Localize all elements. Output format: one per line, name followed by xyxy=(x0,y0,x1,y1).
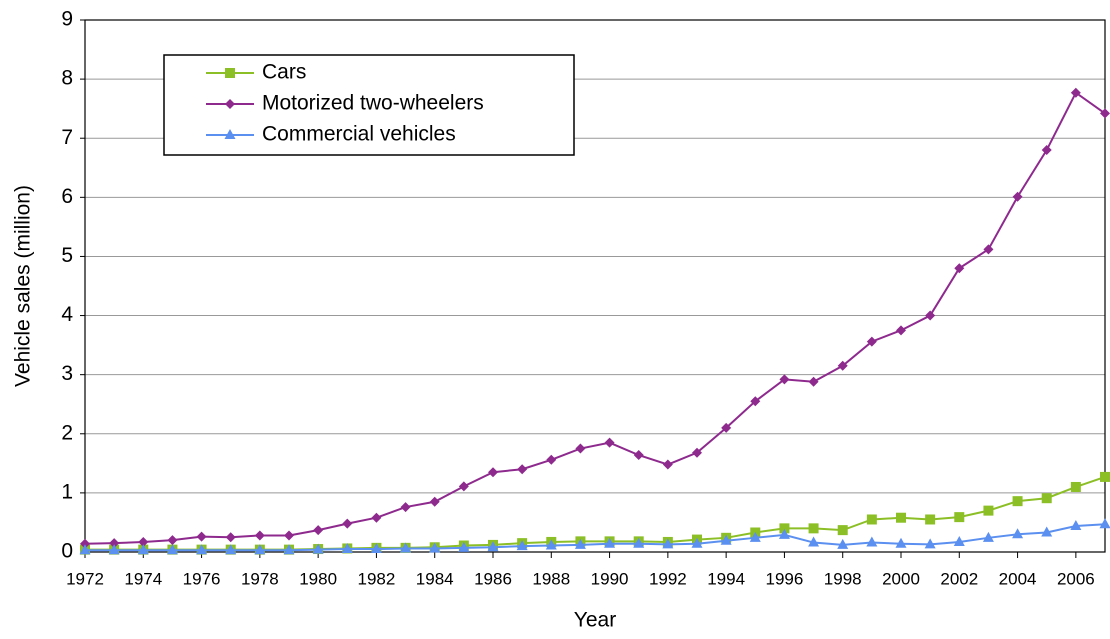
y-tick-label: 4 xyxy=(61,303,73,326)
data-point xyxy=(1013,496,1023,506)
data-point xyxy=(342,519,352,529)
legend-label: Commercial vehicles xyxy=(262,123,456,146)
x-tick-label: 1986 xyxy=(474,569,512,588)
x-tick-label: 1976 xyxy=(183,569,221,588)
x-tick-label: 1990 xyxy=(591,569,629,588)
y-tick-label: 6 xyxy=(61,185,73,208)
data-point xyxy=(575,444,585,454)
data-point xyxy=(809,377,819,387)
legend-label: Motorized two-wheelers xyxy=(262,92,484,115)
x-tick-label: 1988 xyxy=(532,569,570,588)
data-point xyxy=(255,530,265,540)
data-point xyxy=(663,460,673,470)
y-tick-label: 8 xyxy=(61,67,73,90)
data-point xyxy=(983,244,993,254)
data-point xyxy=(488,467,498,477)
legend-marker xyxy=(225,68,235,78)
data-point xyxy=(867,514,877,524)
data-point xyxy=(371,513,381,523)
data-point xyxy=(896,325,906,335)
data-point xyxy=(634,450,644,460)
data-point xyxy=(167,535,177,545)
data-point xyxy=(896,513,906,523)
data-point xyxy=(401,502,411,512)
x-tick-label: 1982 xyxy=(358,569,396,588)
y-tick-label: 5 xyxy=(61,244,73,267)
data-point xyxy=(983,506,993,516)
x-tick-label: 1992 xyxy=(649,569,687,588)
data-point xyxy=(197,532,207,542)
x-tick-label: 2006 xyxy=(1057,569,1095,588)
data-point xyxy=(226,532,236,542)
y-tick-label: 7 xyxy=(61,126,73,149)
data-point xyxy=(1100,518,1110,528)
y-tick-label: 1 xyxy=(61,480,73,503)
x-tick-label: 1978 xyxy=(241,569,279,588)
data-point xyxy=(809,523,819,533)
data-point xyxy=(284,530,294,540)
x-tick-label: 2000 xyxy=(882,569,920,588)
data-point xyxy=(925,514,935,524)
x-tick-label: 1996 xyxy=(766,569,804,588)
data-point xyxy=(1013,192,1023,202)
x-tick-label: 1984 xyxy=(416,569,454,588)
x-tick-label: 1974 xyxy=(124,569,162,588)
y-tick-label: 2 xyxy=(61,421,73,444)
y-tick-label: 9 xyxy=(61,8,73,31)
data-point xyxy=(313,525,323,535)
data-point xyxy=(866,537,877,547)
data-point xyxy=(1071,482,1081,492)
x-tick-label: 2002 xyxy=(940,569,978,588)
data-point xyxy=(430,497,440,507)
data-point xyxy=(1042,493,1052,503)
data-point xyxy=(954,263,964,273)
data-point xyxy=(459,481,469,491)
data-point xyxy=(1100,472,1110,482)
x-tick-label: 1994 xyxy=(707,569,745,588)
x-tick-label: 2004 xyxy=(999,569,1037,588)
data-point xyxy=(1042,145,1052,155)
x-axis-label: Year xyxy=(574,609,616,632)
x-tick-label: 1998 xyxy=(824,569,862,588)
series-line xyxy=(85,477,1105,550)
legend-label: Cars xyxy=(262,61,306,84)
data-point xyxy=(954,512,964,522)
x-tick-label: 1980 xyxy=(299,569,337,588)
x-tick-label: 1972 xyxy=(66,569,104,588)
y-tick-label: 3 xyxy=(61,362,73,385)
data-point xyxy=(605,438,615,448)
data-point xyxy=(838,525,848,535)
data-point xyxy=(546,455,556,465)
y-axis-label: Vehicle sales (million) xyxy=(12,185,35,387)
data-point xyxy=(925,311,935,321)
series-line xyxy=(85,93,1105,544)
data-point xyxy=(517,464,527,474)
y-tick-label: 0 xyxy=(61,540,73,563)
